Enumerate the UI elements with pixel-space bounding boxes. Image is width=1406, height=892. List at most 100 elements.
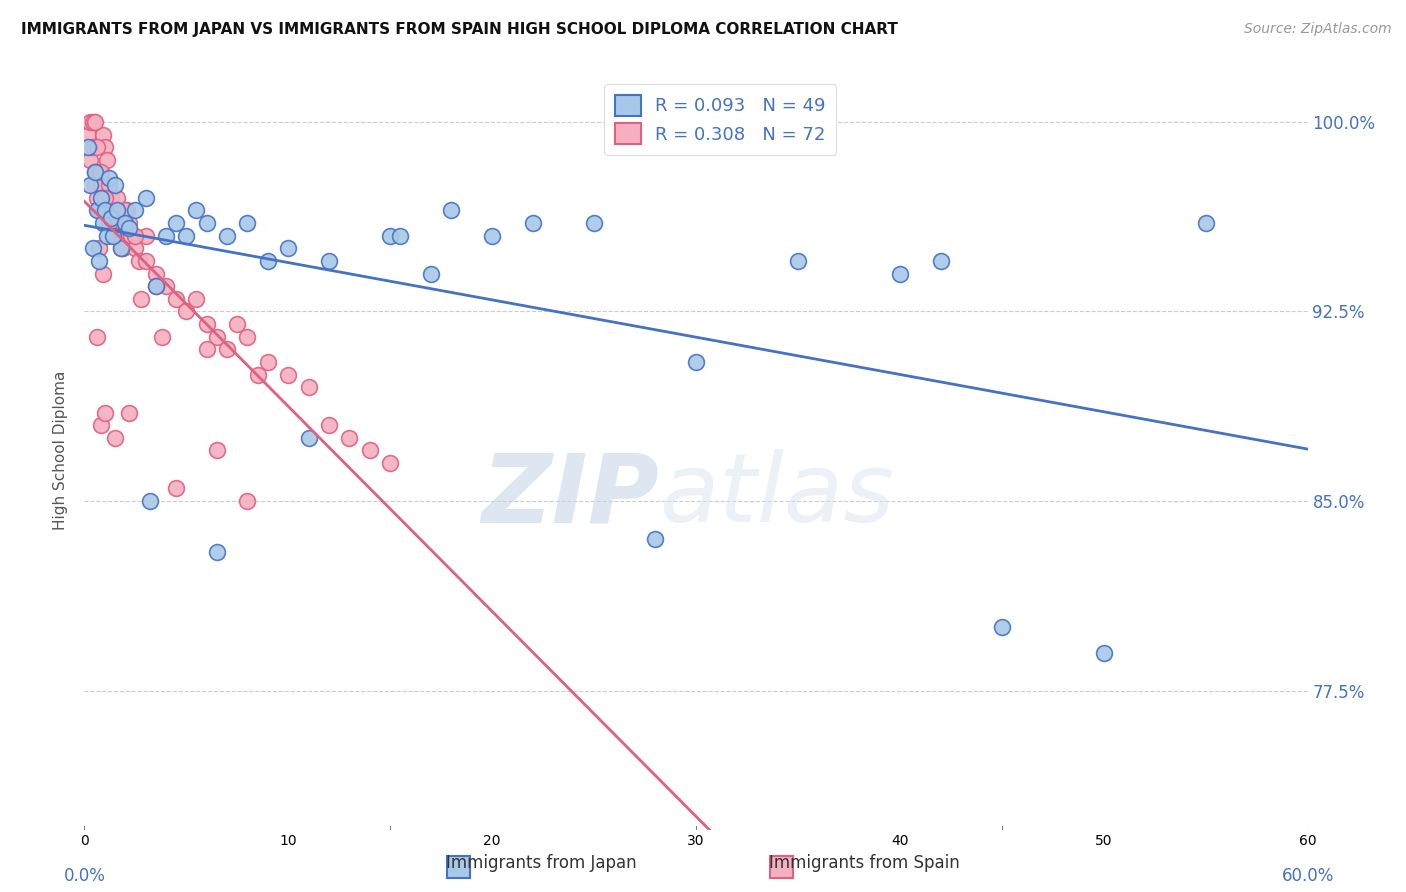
Point [115, 203, 138, 218]
Text: IMMIGRANTS FROM JAPAN VS IMMIGRANTS FROM SPAIN HIGH SCHOOL DIPLOMA CORRELATION C: IMMIGRANTS FROM JAPAN VS IMMIGRANTS FROM… [21, 22, 898, 37]
Point [380, 456, 402, 470]
Point [108, 228, 131, 243]
Point [298, 380, 321, 394]
Point [145, 267, 167, 281]
Point [128, 254, 150, 268]
Point [96, 228, 118, 243]
Point [105, 203, 128, 218]
Point [83, 178, 105, 192]
Point [93, 191, 115, 205]
Point [186, 203, 208, 218]
Point [82, 115, 104, 129]
Text: Immigrants from Japan: Immigrants from Japan [446, 855, 637, 872]
Point [165, 216, 187, 230]
Point [420, 267, 443, 281]
Point [318, 254, 340, 268]
Point [522, 216, 544, 230]
Point [318, 418, 340, 433]
Point [186, 292, 208, 306]
Point [359, 443, 381, 458]
Point [86, 329, 108, 343]
Point [236, 216, 259, 230]
Point [97, 216, 120, 230]
Point [90, 191, 112, 205]
Point [100, 211, 122, 225]
Point [86, 203, 108, 218]
Point [1092, 646, 1115, 660]
Point [104, 431, 127, 445]
Point [114, 203, 136, 218]
Point [104, 178, 127, 192]
Point [93, 191, 115, 205]
Text: atlas: atlas [659, 450, 894, 542]
Point [236, 494, 259, 508]
Point [87, 165, 110, 179]
Point [118, 221, 141, 235]
Point [145, 279, 167, 293]
Point [118, 405, 141, 419]
Point [226, 317, 249, 331]
Point [77, 128, 100, 142]
Text: Immigrants from Spain: Immigrants from Spain [769, 855, 960, 872]
Point [205, 443, 228, 458]
Point [82, 140, 104, 154]
Point [79, 115, 101, 129]
Point [120, 228, 142, 243]
Point [1195, 216, 1218, 230]
Point [112, 241, 135, 255]
Point [100, 191, 122, 205]
Point [195, 343, 218, 357]
Point [93, 140, 115, 154]
Point [205, 329, 228, 343]
Point [83, 165, 105, 179]
Point [124, 228, 146, 243]
Point [87, 254, 110, 268]
Point [96, 153, 118, 167]
Point [135, 254, 157, 268]
Point [83, 165, 105, 179]
Point [124, 241, 146, 255]
Point [86, 140, 108, 154]
Point [298, 431, 321, 445]
Text: 60.0%: 60.0% [1281, 867, 1334, 886]
Point [110, 241, 132, 255]
Point [644, 532, 666, 546]
Point [236, 329, 259, 343]
Point [277, 368, 299, 382]
Point [97, 178, 120, 192]
Point [114, 216, 136, 230]
Point [787, 254, 810, 268]
Point [118, 216, 141, 230]
Point [110, 216, 132, 230]
Legend: R = 0.093   N = 49, R = 0.308   N = 72: R = 0.093 N = 49, R = 0.308 N = 72 [605, 84, 837, 155]
Point [101, 228, 124, 243]
Point [79, 178, 101, 192]
Point [87, 203, 110, 218]
Text: Source: ZipAtlas.com: Source: ZipAtlas.com [1244, 22, 1392, 37]
Point [104, 228, 127, 243]
Point [277, 241, 299, 255]
Point [165, 292, 187, 306]
Point [889, 267, 911, 281]
Point [257, 355, 280, 369]
Point [91, 267, 114, 281]
Point [124, 203, 146, 218]
Point [991, 620, 1014, 634]
Point [135, 191, 157, 205]
Point [155, 279, 177, 293]
Point [339, 431, 361, 445]
Point [389, 228, 412, 243]
Point [90, 165, 112, 179]
Point [685, 355, 707, 369]
Point [131, 292, 153, 306]
Point [104, 203, 127, 218]
Point [155, 228, 177, 243]
Point [110, 241, 132, 255]
Point [90, 418, 112, 433]
Point [91, 216, 114, 230]
Point [174, 228, 197, 243]
Point [79, 153, 101, 167]
Point [217, 343, 239, 357]
Text: ZIP: ZIP [481, 450, 659, 542]
Point [174, 304, 197, 318]
